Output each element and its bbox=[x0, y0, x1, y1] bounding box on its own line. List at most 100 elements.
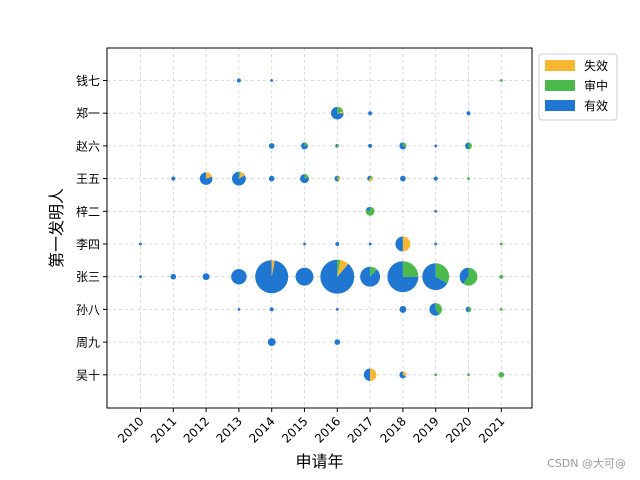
bubble-王五-2020 bbox=[467, 177, 470, 181]
bubble-赵六-2016 bbox=[335, 143, 340, 148]
slice-valid bbox=[335, 242, 340, 246]
x-tick-label: 2016 bbox=[312, 414, 343, 445]
slice-pending bbox=[499, 79, 503, 82]
slice-valid bbox=[270, 79, 274, 82]
slice-valid bbox=[459, 267, 469, 284]
slice-valid bbox=[335, 143, 338, 148]
bubble-张三-2017 bbox=[360, 266, 381, 287]
bubble-孙八-2019 bbox=[429, 303, 443, 316]
bubble-赵六-2020 bbox=[465, 142, 472, 150]
bubble-梓二-2019 bbox=[434, 209, 438, 213]
slice-lapsed bbox=[337, 259, 349, 277]
slice-valid bbox=[231, 268, 247, 285]
slice-pending bbox=[370, 266, 377, 277]
bubble-李四-2019 bbox=[434, 242, 438, 246]
slice-valid bbox=[365, 206, 371, 212]
bubble-周九-2014 bbox=[267, 338, 276, 347]
bubble-王五-2013 bbox=[231, 171, 246, 186]
bubble-李四-2018 bbox=[395, 236, 411, 252]
legend-swatch bbox=[545, 60, 575, 71]
x-tick-label: 2019 bbox=[410, 414, 441, 445]
bubble-李四-2016 bbox=[335, 242, 340, 246]
slice-pending bbox=[467, 177, 470, 181]
slice-valid bbox=[334, 339, 341, 345]
slice-valid bbox=[231, 171, 246, 186]
legend-swatch bbox=[545, 100, 575, 111]
slice-valid bbox=[465, 306, 469, 313]
y-tick-label: 赵六 bbox=[76, 139, 100, 153]
bubble-郑一-2017 bbox=[368, 111, 373, 116]
bubble-张三-2019 bbox=[422, 263, 450, 291]
slice-valid bbox=[268, 175, 275, 182]
bubble-赵六-2015 bbox=[301, 142, 308, 150]
slice-lapsed bbox=[402, 371, 407, 377]
bubble-钱七-2021 bbox=[499, 79, 503, 82]
bubble-张三-2016 bbox=[320, 259, 355, 294]
bubble-吴十-2020 bbox=[467, 373, 470, 377]
slice-valid bbox=[139, 242, 142, 246]
bubble-周九-2016 bbox=[334, 339, 341, 345]
y-tick-label: 周九 bbox=[76, 336, 100, 350]
bubble-郑一-2020 bbox=[466, 111, 471, 116]
slice-pending bbox=[370, 175, 373, 179]
slice-valid bbox=[334, 175, 339, 182]
slice-valid bbox=[434, 209, 438, 213]
slice-pending bbox=[435, 303, 443, 315]
slice-valid bbox=[139, 275, 142, 279]
slice-valid bbox=[368, 111, 373, 116]
slice-valid bbox=[170, 273, 177, 280]
slice-pending bbox=[467, 373, 470, 377]
watermark: CSDN @大可@ bbox=[547, 457, 626, 470]
bubble-吴十-2019 bbox=[434, 373, 438, 377]
slice-pending bbox=[499, 307, 503, 311]
bubble-张三-2015 bbox=[295, 267, 314, 286]
slice-lapsed bbox=[337, 145, 340, 148]
slice-valid bbox=[363, 368, 371, 382]
slice-lapsed bbox=[206, 172, 213, 179]
bubble-王五-2017 bbox=[367, 175, 373, 182]
bubble-赵六-2019 bbox=[434, 144, 438, 148]
slice-pending bbox=[434, 373, 438, 377]
grid bbox=[107, 48, 532, 408]
slice-pending bbox=[304, 174, 309, 179]
bubble-梓二-2017 bbox=[365, 206, 375, 216]
slice-valid bbox=[267, 338, 276, 347]
legend-swatch bbox=[545, 80, 575, 91]
bubble-孙八-2016 bbox=[335, 307, 339, 311]
bubble-张三-2011 bbox=[170, 273, 177, 280]
slice-valid bbox=[295, 267, 314, 286]
plot-frame bbox=[106, 47, 533, 409]
bubble-张三-2018 bbox=[387, 261, 419, 293]
x-tick-label: 2015 bbox=[279, 414, 310, 445]
x-tick-label: 2011 bbox=[148, 414, 179, 445]
bubble-张三-2012 bbox=[202, 273, 210, 281]
bubble-赵六-2018 bbox=[399, 142, 407, 150]
bubble-李四-2015 bbox=[303, 242, 306, 246]
bubble-吴十-2018 bbox=[399, 371, 407, 379]
bubble-吴十-2021 bbox=[498, 371, 505, 378]
bubble-张三-2013 bbox=[231, 268, 247, 285]
slice-valid bbox=[399, 305, 407, 313]
x-tick-label: 2021 bbox=[476, 414, 507, 445]
slice-lapsed bbox=[337, 177, 341, 181]
slice-pending bbox=[337, 106, 344, 114]
slice-lapsed bbox=[271, 260, 275, 277]
y-tick-label: 梓二 bbox=[76, 204, 100, 219]
x-tick-label: 2018 bbox=[378, 414, 409, 445]
y-tick-label: 郑一 bbox=[76, 106, 100, 121]
y-tick-label: 张三 bbox=[76, 270, 100, 284]
x-tick-label: 2017 bbox=[345, 414, 376, 445]
slice-valid bbox=[236, 78, 241, 83]
bubble-孙八-2014 bbox=[269, 307, 274, 312]
slice-pending bbox=[337, 143, 340, 147]
bubble-孙八-2020 bbox=[465, 306, 472, 313]
slice-valid bbox=[202, 273, 210, 281]
slice-valid bbox=[171, 176, 176, 181]
bubble-李四-2010 bbox=[139, 242, 142, 246]
slice-valid bbox=[199, 172, 213, 185]
bubble-李四-2017 bbox=[368, 242, 372, 246]
slice-valid bbox=[422, 263, 448, 291]
x-tick-label: 2014 bbox=[246, 414, 277, 445]
y-tick-label: 李四 bbox=[76, 237, 100, 252]
